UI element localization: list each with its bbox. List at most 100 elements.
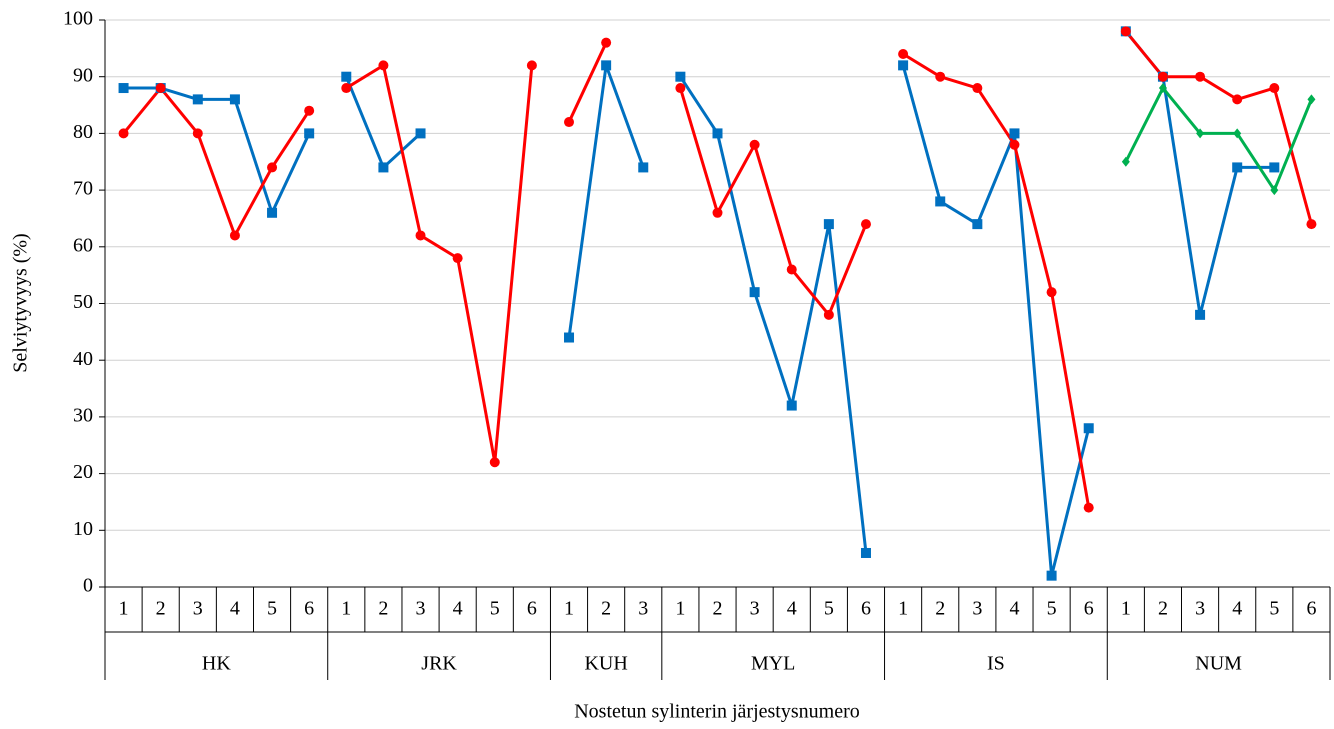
marker bbox=[304, 105, 315, 116]
x-tick-label: 1 bbox=[675, 598, 685, 620]
x-tick-label: 3 bbox=[1195, 598, 1205, 620]
series-line bbox=[1124, 86, 1313, 192]
marker bbox=[1195, 309, 1206, 320]
x-tick-label: 1 bbox=[564, 598, 574, 620]
marker bbox=[192, 94, 203, 105]
marker bbox=[1269, 83, 1280, 94]
y-axis-label: Selviytyvyys (%) bbox=[10, 233, 32, 372]
marker bbox=[267, 162, 278, 173]
x-tick-label: 3 bbox=[750, 598, 760, 620]
x-tick-label: 1 bbox=[341, 598, 351, 620]
marker bbox=[1195, 71, 1206, 82]
marker bbox=[564, 117, 575, 128]
marker bbox=[823, 219, 834, 230]
marker bbox=[1046, 287, 1057, 298]
series-line bbox=[123, 86, 311, 215]
series-line bbox=[344, 76, 422, 169]
marker bbox=[1083, 423, 1094, 434]
group-label: KUH bbox=[584, 653, 627, 675]
marker bbox=[1009, 128, 1020, 139]
marker bbox=[898, 49, 909, 60]
x-tick-label: 4 bbox=[787, 598, 797, 620]
marker bbox=[675, 71, 686, 82]
marker bbox=[786, 400, 797, 411]
series-line bbox=[345, 63, 534, 464]
x-tick-label: 2 bbox=[156, 598, 166, 620]
x-tick-label: 5 bbox=[267, 598, 277, 620]
x-tick-label: 6 bbox=[861, 598, 871, 620]
group-label: NUM bbox=[1195, 653, 1242, 675]
marker bbox=[898, 60, 909, 71]
group-label: JRK bbox=[421, 653, 457, 675]
group-label: IS bbox=[987, 653, 1005, 675]
x-tick-label: 3 bbox=[193, 598, 203, 620]
marker bbox=[229, 230, 240, 241]
x-tick-label: 5 bbox=[824, 598, 834, 620]
series-line bbox=[122, 86, 311, 237]
group-label: HK bbox=[202, 653, 231, 675]
x-tick-label: 6 bbox=[1306, 598, 1316, 620]
x-tick-label: 6 bbox=[527, 598, 537, 620]
marker bbox=[1269, 162, 1280, 173]
marker bbox=[601, 37, 612, 48]
marker bbox=[1232, 162, 1243, 173]
marker bbox=[1120, 26, 1131, 37]
marker bbox=[1158, 83, 1167, 94]
marker bbox=[712, 207, 723, 218]
y-tick-label: 70 bbox=[73, 178, 93, 200]
marker bbox=[526, 60, 537, 71]
marker bbox=[601, 60, 612, 71]
y-tick-label: 60 bbox=[73, 234, 93, 256]
x-tick-label: 6 bbox=[1084, 598, 1094, 620]
marker bbox=[155, 83, 166, 94]
marker bbox=[1233, 128, 1242, 139]
series-line bbox=[679, 75, 868, 554]
series-line bbox=[1124, 30, 1313, 225]
marker bbox=[638, 162, 649, 173]
x-tick-label: 3 bbox=[416, 598, 426, 620]
marker bbox=[1121, 156, 1130, 167]
marker bbox=[341, 83, 352, 94]
marker bbox=[1306, 219, 1317, 230]
series-line bbox=[902, 52, 1091, 508]
x-tick-label: 2 bbox=[1158, 598, 1168, 620]
marker bbox=[972, 83, 983, 94]
y-tick-label: 100 bbox=[63, 8, 93, 30]
x-axis-label: Nostetun sylinterin järjestysnumero bbox=[574, 701, 860, 723]
marker bbox=[935, 196, 946, 207]
marker bbox=[118, 83, 129, 94]
x-tick-label: 5 bbox=[1047, 598, 1057, 620]
y-tick-label: 30 bbox=[73, 404, 93, 426]
marker bbox=[1009, 139, 1020, 150]
marker bbox=[378, 162, 389, 173]
group-label: MYL bbox=[751, 653, 795, 675]
x-tick-label: 3 bbox=[972, 598, 982, 620]
marker bbox=[564, 332, 575, 343]
y-tick-label: 80 bbox=[73, 121, 93, 143]
marker bbox=[749, 287, 760, 298]
series-line bbox=[901, 64, 1091, 578]
marker bbox=[267, 207, 278, 218]
x-tick-label: 2 bbox=[378, 598, 388, 620]
x-tick-label: 5 bbox=[1269, 598, 1279, 620]
y-tick-label: 20 bbox=[73, 461, 93, 483]
marker bbox=[1307, 94, 1316, 105]
marker bbox=[1270, 185, 1279, 196]
marker bbox=[1046, 570, 1057, 581]
marker bbox=[860, 219, 871, 230]
marker bbox=[489, 457, 500, 468]
x-tick-label: 2 bbox=[935, 598, 945, 620]
y-tick-label: 40 bbox=[73, 348, 93, 370]
marker bbox=[823, 309, 834, 320]
x-tick-label: 4 bbox=[1009, 598, 1019, 620]
x-tick-label: 4 bbox=[453, 598, 463, 620]
marker bbox=[192, 128, 203, 139]
marker bbox=[1196, 128, 1205, 139]
x-tick-label: 3 bbox=[638, 598, 648, 620]
marker bbox=[118, 128, 129, 139]
y-tick-label: 10 bbox=[73, 518, 93, 540]
marker bbox=[972, 219, 983, 230]
marker bbox=[935, 71, 946, 82]
marker bbox=[1157, 71, 1168, 82]
